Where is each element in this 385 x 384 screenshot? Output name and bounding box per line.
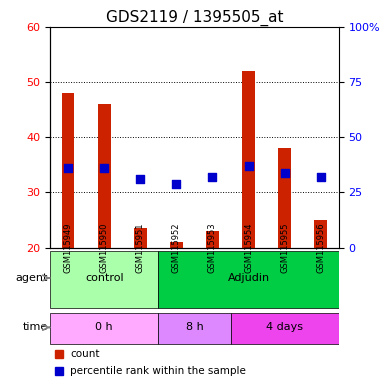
Text: agent: agent <box>16 273 48 283</box>
Title: GDS2119 / 1395505_at: GDS2119 / 1395505_at <box>105 9 283 25</box>
Bar <box>315 220 327 248</box>
Text: 4 days: 4 days <box>266 323 303 333</box>
Point <box>318 174 324 180</box>
Text: control: control <box>85 273 124 283</box>
Bar <box>278 148 291 248</box>
FancyBboxPatch shape <box>50 313 158 344</box>
FancyBboxPatch shape <box>50 251 158 308</box>
Bar <box>98 104 110 248</box>
Text: GSM115954: GSM115954 <box>244 222 253 273</box>
Text: GSM115956: GSM115956 <box>316 222 325 273</box>
Text: 8 h: 8 h <box>186 323 203 333</box>
Point <box>173 180 179 187</box>
Text: GSM115952: GSM115952 <box>172 222 181 273</box>
Point <box>209 174 216 180</box>
Text: GSM115955: GSM115955 <box>280 222 289 273</box>
Text: percentile rank within the sample: percentile rank within the sample <box>70 366 246 376</box>
Text: 0 h: 0 h <box>95 323 113 333</box>
Bar <box>242 71 255 248</box>
Bar <box>134 228 147 248</box>
FancyBboxPatch shape <box>158 251 339 308</box>
Text: Adjudin: Adjudin <box>228 273 270 283</box>
Text: GSM115953: GSM115953 <box>208 222 217 273</box>
Point <box>281 170 288 176</box>
Point <box>101 165 107 171</box>
Text: GSM115951: GSM115951 <box>136 222 145 273</box>
Text: GSM115949: GSM115949 <box>64 222 73 273</box>
Text: time: time <box>23 323 48 333</box>
Bar <box>62 93 74 248</box>
FancyBboxPatch shape <box>231 313 339 344</box>
Point <box>246 163 252 169</box>
Point <box>137 176 143 182</box>
Point <box>65 165 71 171</box>
Text: GSM115950: GSM115950 <box>100 222 109 273</box>
Bar <box>206 231 219 248</box>
FancyBboxPatch shape <box>158 313 231 344</box>
Text: count: count <box>70 349 100 359</box>
Bar <box>170 242 183 248</box>
